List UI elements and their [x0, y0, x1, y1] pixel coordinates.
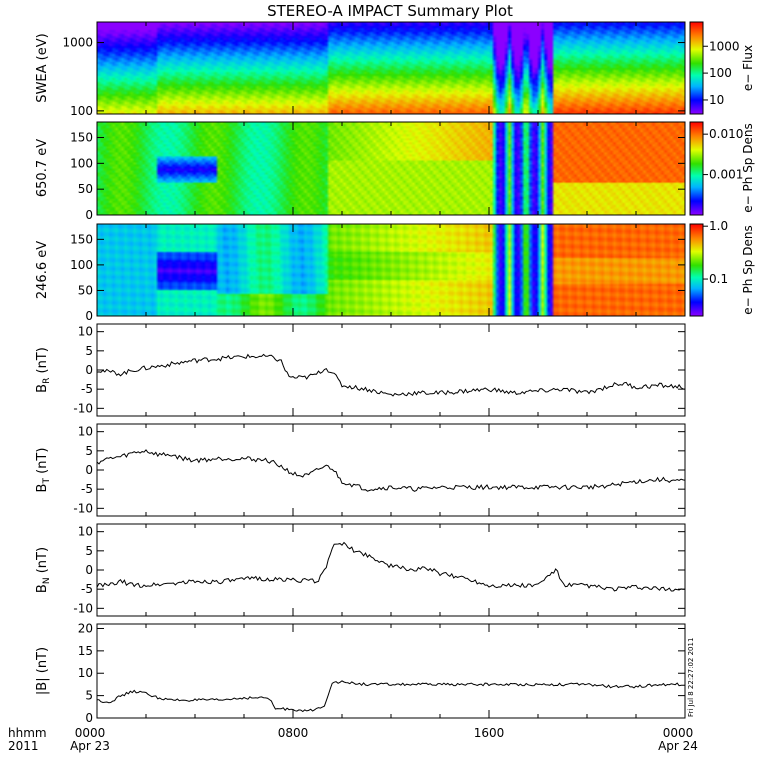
- pad246-ytick-1: 100: [70, 258, 93, 272]
- series-br: [96, 353, 686, 397]
- yticks-bt: 10 5 0 -5 -10: [73, 425, 685, 515]
- xtick-label-0: 0000: [75, 726, 106, 740]
- xaxis-ticks: [96, 22, 686, 718]
- heatmap-pad-650: [97, 122, 685, 215]
- pad246-ytick-2: 50: [78, 283, 93, 297]
- bt-ytick-2: 0: [85, 463, 93, 477]
- br-ytick-4: -10: [73, 401, 93, 415]
- yticks-pad-650: 150 100 50 0: [70, 131, 685, 222]
- bn-ytick-4: -10: [73, 601, 93, 615]
- series-bn: [96, 541, 685, 592]
- swea-ytick-1: 100: [70, 104, 93, 118]
- panel-pad-246: 246.6 eV 150 100 50 0 1.0 0.1 e− Ph Sp Dens: [35, 219, 755, 323]
- br-ytick-1: 5: [85, 344, 93, 358]
- colorbar-pad-650: [689, 121, 704, 216]
- swea-cbtick-0: 1000: [709, 39, 740, 53]
- bmag-ytick-1: 15: [78, 644, 93, 658]
- br-ytick-2: 0: [85, 363, 93, 377]
- swea-cbtick-1: 100: [709, 66, 732, 80]
- pad246-cbtick-1: 0.1: [709, 272, 728, 286]
- colorbar-ticks-swea: 1000 100 10: [703, 39, 740, 107]
- bmag-ytick-2: 10: [78, 666, 93, 680]
- colorbar-label-pad-650: e− Ph Sp Dens: [741, 123, 755, 212]
- heatmap-pad-246: [97, 224, 685, 316]
- end-date: Apr 24: [658, 739, 698, 753]
- pad650-cbtick-0: 0.010: [709, 127, 743, 141]
- br-ytick-3: -5: [81, 382, 93, 396]
- swea-cbtick-2: 10: [709, 93, 724, 107]
- yticks-bmag: 20 15 10 5 0: [78, 621, 685, 725]
- yticks-swea: 1000 100: [62, 36, 685, 118]
- plot-title: STEREO-A IMPACT Summary Plot: [267, 2, 513, 20]
- bt-ytick-3: -5: [81, 482, 93, 496]
- yticks-pad-246: 150 100 50 0: [70, 232, 685, 323]
- panel-swea: SWEA (eV) 1000 100 1000 100 10 e− Flux: [35, 21, 755, 118]
- bt-ytick-4: -10: [73, 501, 93, 515]
- panel-bmag: |B| (nT) 20 15 10 5 0 Fri Jul 8 22:27:02 201…: [35, 621, 695, 725]
- panel-bt: BT (nT) 10 5 0 -5 -10: [35, 423, 686, 517]
- xtick-label-2: 1600: [474, 726, 505, 740]
- bt-ytick-0: 10: [78, 425, 93, 439]
- year-label: 2011: [8, 739, 39, 753]
- ylabel-swea: SWEA (eV): [35, 33, 50, 102]
- ylabel-bn: BN (nT): [35, 547, 52, 593]
- colorbar-ticks-pad-246: 1.0 0.1: [703, 219, 728, 286]
- bn-ytick-1: 5: [85, 544, 93, 558]
- pad246-ytick-0: 150: [70, 232, 93, 246]
- pad650-cbtick-1: 0.001: [709, 168, 743, 182]
- series-bt: [96, 449, 686, 492]
- pad650-ytick-3: 0: [85, 208, 93, 222]
- colorbar-swea: [689, 21, 704, 115]
- bt-ytick-1: 5: [85, 444, 93, 458]
- panel-pad-650: 650.7 eV 150 100 50 0 0.010 0.001 e− Ph Sp D…: [35, 121, 755, 222]
- ylabel-bmag: |B| (nT): [35, 647, 50, 695]
- series-bmag: [97, 680, 686, 713]
- pad650-ytick-1: 100: [70, 156, 93, 170]
- bmag-ytick-0: 20: [78, 621, 93, 635]
- ylabel-br: BR (nT): [35, 347, 52, 393]
- creation-stamp: Fri Jul 8 22:27:02 2011: [687, 638, 695, 717]
- pad246-cbtick-0: 1.0: [709, 219, 728, 233]
- colorbar-ticks-pad-650: 0.010 0.001: [703, 127, 743, 182]
- colorbar-pad-246: [689, 223, 704, 317]
- yticks-bn: 10 5 0 -5 -10: [73, 525, 685, 615]
- heatmap-swea: [97, 22, 685, 114]
- bn-ytick-0: 10: [78, 525, 93, 539]
- xtick-label-1: 0800: [278, 726, 309, 740]
- time-format-label: hhmm: [8, 726, 47, 740]
- pad246-ytick-3: 0: [85, 309, 93, 323]
- pad650-ytick-0: 150: [70, 131, 93, 145]
- bn-ytick-3: -5: [81, 582, 93, 596]
- bn-ytick-2: 0: [85, 563, 93, 577]
- br-ytick-0: 10: [78, 325, 93, 339]
- xtick-label-3: 0000: [663, 726, 694, 740]
- ylabel-bt: BT (nT): [35, 448, 52, 493]
- bmag-ytick-3: 5: [85, 689, 93, 703]
- bmag-ytick-4: 0: [85, 711, 93, 725]
- pad650-ytick-2: 50: [78, 182, 93, 196]
- colorbar-label-swea: e− Flux: [741, 45, 755, 91]
- ylabel-pad-246: 246.6 eV: [35, 241, 50, 299]
- ylabel-pad-650: 650.7 eV: [35, 139, 50, 197]
- colorbar-label-pad-246: e− Ph Sp Dens: [741, 225, 755, 314]
- panel-br: BR (nT) 10 5 0 -5 -10: [35, 323, 686, 417]
- yticks-br: 10 5 0 -5 -10: [73, 325, 685, 415]
- panel-bn: BN (nT) 10 5 0 -5 -10: [35, 523, 686, 617]
- swea-ytick-0: 1000: [62, 36, 93, 50]
- start-date: Apr 23: [70, 739, 110, 753]
